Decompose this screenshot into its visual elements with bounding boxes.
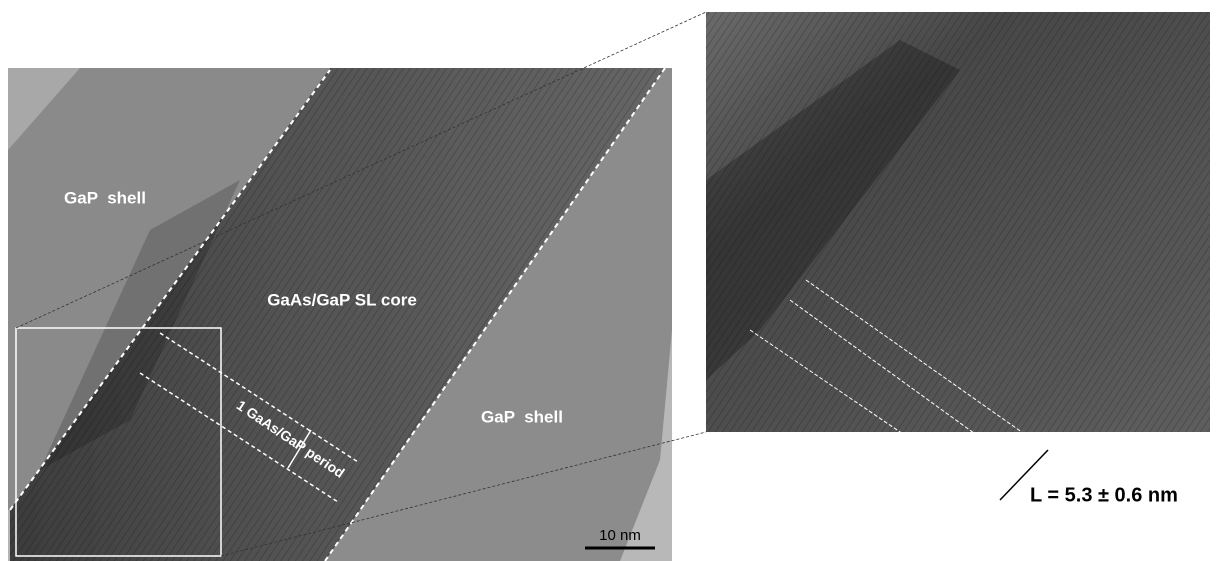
label: GaP shell xyxy=(64,188,146,207)
label: GaP shell xyxy=(481,407,563,426)
figure: GaP shell GaAs/GaP SL core GaP shell 1 G… xyxy=(0,0,1219,561)
label: L = 5.3 ± 0.6 nm xyxy=(1030,484,1178,506)
tem-image xyxy=(8,68,672,561)
label: GaAs/GaP SL core xyxy=(267,290,417,309)
zoom-image xyxy=(706,12,1210,432)
scale-label: 10 nm xyxy=(599,527,641,544)
